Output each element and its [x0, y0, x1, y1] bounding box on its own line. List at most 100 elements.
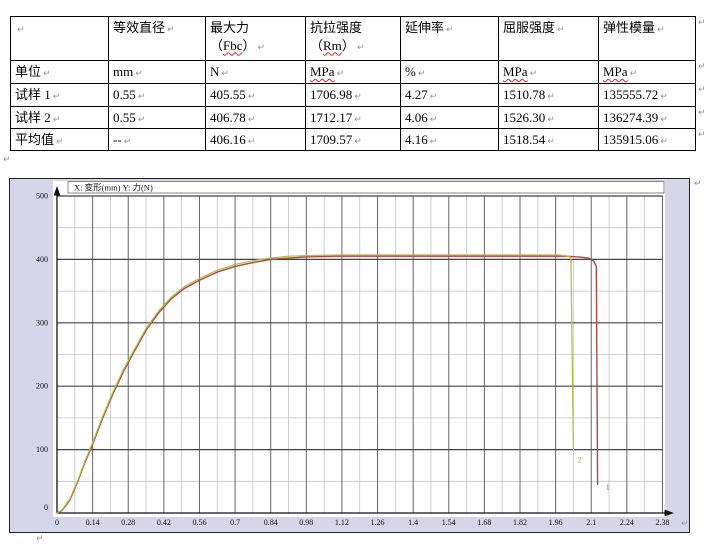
- paragraph-mark: ↵: [660, 136, 668, 147]
- x-tick-label: 1.96: [549, 518, 563, 527]
- curve-specimen-1: [56, 255, 599, 514]
- chart-title-strip: [67, 181, 665, 194]
- table-cell: 405.55 ↵: [205, 83, 306, 107]
- table-header-cell: 弹性模量 ↵: [598, 16, 696, 61]
- table-cell: MPa ↵: [498, 60, 599, 84]
- paragraph-mark: ↵: [547, 114, 555, 125]
- force-displacement-chart: X: 变形(mm) Y: 力(N) 0 100 200 300 400 500 0 0.14 0.…: [9, 178, 690, 533]
- x-tick-label: 1.4: [408, 518, 418, 527]
- paragraph-mark: ↵: [43, 69, 51, 80]
- paragraph-mark: ↵: [36, 534, 44, 544]
- paragraph-mark: ↵: [529, 69, 538, 80]
- table-cell: 1526.30 ↵: [498, 106, 599, 129]
- y-tick-label: 400: [36, 255, 48, 264]
- x-tick-label: 1.54: [442, 518, 456, 527]
- paragraph-mark: ↵: [123, 136, 132, 147]
- x-tick-label: 1.68: [477, 518, 491, 527]
- table-header-cell: 屈服强度 ↵: [498, 16, 599, 61]
- paragraph-mark: ↵: [429, 114, 438, 125]
- table-cell: % ↵: [400, 60, 499, 84]
- paragraph-mark: ↵: [17, 25, 25, 35]
- y-tick-label: 0: [44, 503, 48, 512]
- paragraph-mark: ↵: [247, 136, 256, 147]
- paragraph-mark: ↵: [698, 85, 706, 95]
- x-tick-label: 1.26: [371, 518, 385, 527]
- paragraph-mark: ↵: [547, 92, 555, 103]
- paragraph-mark: ↵: [137, 114, 146, 125]
- table-cell: 0.55 ↵: [108, 106, 206, 129]
- paragraph-mark: ↵: [354, 92, 362, 103]
- paragraph-mark: ↵: [698, 108, 706, 118]
- y-tick-label: 500: [36, 192, 48, 201]
- chart-axis-legend: X: 变形(mm) Y: 力(N): [74, 183, 153, 193]
- paragraph-mark: ↵: [694, 179, 702, 189]
- paragraph-mark: ↵: [698, 130, 706, 140]
- paragraph-mark: ↵: [547, 136, 555, 147]
- table-cell: mm ↵: [108, 60, 206, 84]
- x-tick-label: 0.28: [121, 518, 135, 527]
- table-cell: 136274.39 ↵: [598, 106, 696, 129]
- table-cell: 1709.57 ↵: [305, 128, 401, 151]
- table-cell: 4.27 ↵: [400, 83, 499, 107]
- paragraph-mark: ↵: [429, 136, 438, 147]
- paragraph-mark: ↵: [629, 69, 638, 80]
- spellcheck-wavy: Rm: [323, 37, 342, 53]
- table-cell: 135915.06 ↵: [598, 128, 696, 151]
- row-label-cell: 单位 ↵: [10, 60, 109, 84]
- table-header-cell: ↵: [10, 16, 109, 61]
- table-cell: 135555.72 ↵: [598, 83, 696, 107]
- x-tick-label: 2.24: [620, 518, 634, 527]
- x-tick-label: 1.12: [335, 518, 349, 527]
- x-tick-label: 0.56: [192, 518, 206, 527]
- paragraph-mark: ↵: [135, 69, 143, 80]
- spellcheck-wavy: MPa: [503, 64, 528, 80]
- table-header-cell: 最大力 （Fbc） ↵: [205, 16, 306, 61]
- row-label-cell: 平均值 ↵: [10, 128, 109, 151]
- chart-canvas: X: 变形(mm) Y: 力(N) 0 100 200 300 400 500 0 0.14 0.…: [36, 181, 674, 527]
- table-header-cell: 延伸率 ↵: [400, 16, 499, 61]
- x-tick-label: 1.82: [513, 518, 527, 527]
- paragraph-mark: ↵: [354, 136, 362, 147]
- table-cell: 4.16 ↵: [400, 128, 499, 151]
- row-label-cell: 试样 2 ↵: [10, 106, 109, 129]
- paragraph-mark: ↵: [336, 69, 345, 80]
- x-tick-label: 2.38: [655, 518, 669, 527]
- y-tick-label: 100: [36, 445, 48, 454]
- spellcheck-wavy: MPa: [603, 64, 628, 80]
- paragraph-mark: ↵: [257, 42, 266, 53]
- paragraph-mark: ↵: [247, 92, 256, 103]
- table-cell: 406.78 ↵: [205, 106, 306, 129]
- table-cell: 1706.98 ↵: [305, 83, 401, 107]
- results-table-container: ↵ 等效直径 ↵ 最大力 （Fbc） ↵ 抗拉强度 （Rm） ↵ 延伸率 ↵ 屈服强度 ↵ 弹性模量 ↵ 单位…: [10, 16, 696, 151]
- table-cell: 1518.54 ↵: [498, 128, 599, 151]
- paragraph-mark: ↵: [446, 25, 454, 35]
- paragraph-mark: ↵: [698, 18, 706, 28]
- paragraph-mark: ↵: [356, 42, 365, 53]
- x-tick-label: 0.98: [299, 518, 313, 527]
- spellcheck-wavy: Fbc: [223, 37, 243, 53]
- curve-label-2: 2: [578, 455, 582, 464]
- y-tick-label: 200: [36, 382, 48, 391]
- y-axis-arrow-icon: [53, 186, 61, 196]
- x-axis-arrow-icon: [664, 509, 674, 517]
- table-cell: 0.55 ↵: [108, 83, 206, 107]
- paragraph-mark: ↵: [52, 114, 61, 125]
- paragraph-mark: ↵: [167, 25, 175, 35]
- paragraph-mark: ↵: [56, 136, 64, 147]
- paragraph-mark: ↵: [698, 62, 706, 72]
- paragraph-mark: ↵: [417, 69, 426, 80]
- paragraph-mark: ↵: [3, 155, 11, 165]
- paragraph-mark: ↵: [557, 25, 565, 35]
- paragraph-mark: ↵: [221, 69, 229, 80]
- paragraph-mark: ↵: [137, 92, 146, 103]
- paragraph-mark: ↵: [247, 114, 256, 125]
- paragraph-mark: ↵: [681, 519, 689, 529]
- x-tick-label: 0.14: [86, 518, 100, 527]
- x-tick-label: 0: [55, 518, 59, 527]
- table-cell: 406.16 ↵: [205, 128, 306, 151]
- table-header-cell: 抗拉强度 （Rm） ↵: [305, 16, 401, 61]
- row-label-cell: 试样 1 ↵: [10, 83, 109, 107]
- table-cell: MPa ↵: [598, 60, 696, 84]
- paragraph-mark: ↵: [354, 114, 362, 125]
